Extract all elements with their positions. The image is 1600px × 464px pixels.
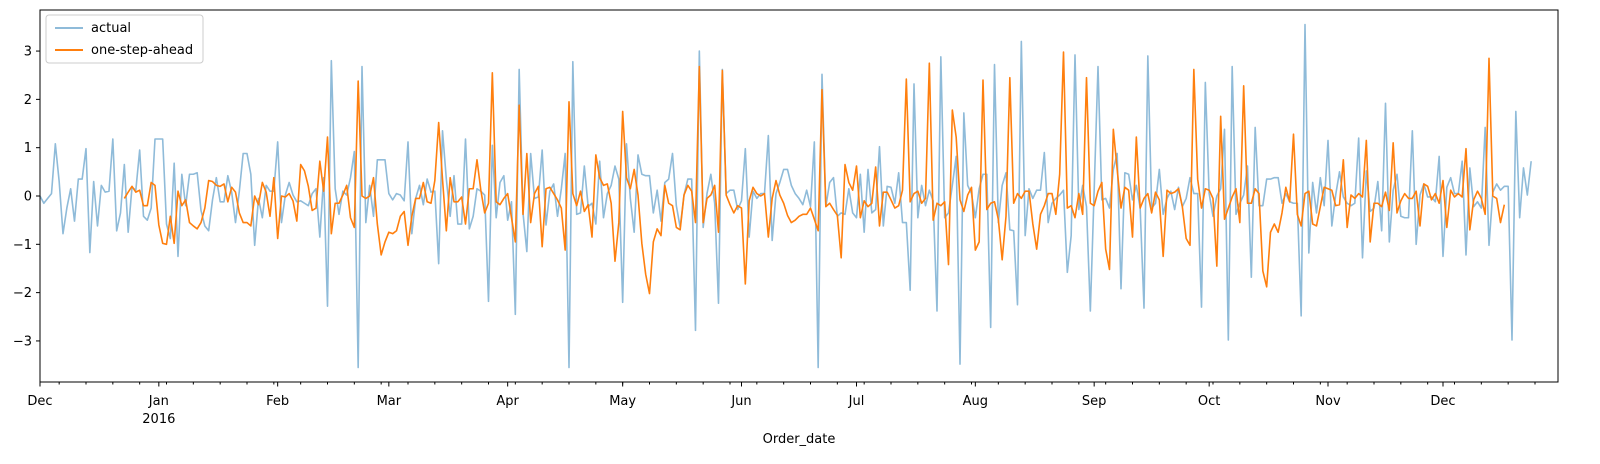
x-tick-label: Oct (1198, 394, 1220, 409)
legend-box (45, 14, 204, 64)
x-axis: Dec Jan 2016 Feb Mar Apr May Jun Jul Aug Sep Oct Nov… (27, 382, 1536, 427)
x-tick-label: Jun (730, 394, 751, 409)
y-tick-label: −1 (13, 238, 32, 253)
x-tick-label: Jan (148, 394, 169, 409)
y-tick-label: −3 (13, 334, 32, 349)
x-tick-label: Nov (1315, 394, 1341, 409)
x-tick-label: Apr (496, 394, 519, 409)
x-tick-label: Feb (266, 394, 289, 409)
x-tick-label: May (609, 394, 636, 409)
plot-frame (39, 9, 1559, 383)
y-tick-label: 3 (24, 45, 32, 60)
x-tick-label: Dec (27, 394, 52, 409)
legend-label-actual: actual (91, 21, 131, 36)
series-layer (39, 23, 1532, 369)
y-axis: −3 −2 −1 0 1 2 3 (13, 45, 40, 349)
x-tick-label: Sep (1082, 394, 1107, 409)
y-tick-label: 0 (24, 190, 32, 205)
y-tick-label: −2 (13, 286, 32, 301)
x-tick-label: Jul (848, 394, 865, 409)
x-axis-label: Order_date (763, 432, 836, 447)
y-tick-label: 2 (24, 93, 32, 108)
y-tick-label: 1 (24, 141, 32, 156)
series-line-one-step-ahead (123, 51, 1506, 295)
legend: actual one-step-ahead (45, 14, 204, 64)
legend-label-one-step-ahead: one-step-ahead (91, 43, 193, 58)
x-tick-label: Dec (1430, 394, 1455, 409)
series-line-actual (39, 23, 1532, 369)
x-tick-sublabel: 2016 (142, 412, 175, 427)
x-tick-label: Mar (377, 394, 402, 409)
x-tick-label: Aug (963, 394, 988, 409)
